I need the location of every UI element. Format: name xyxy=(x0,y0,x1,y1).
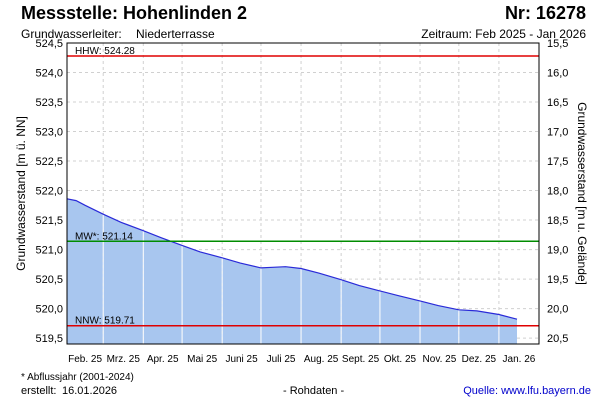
y-tick-label: 524,0 xyxy=(35,68,63,80)
y-right-tick-label: 16,0 xyxy=(547,68,568,80)
x-tick-label: Juli 25 xyxy=(267,354,296,365)
x-tick-label: Apr. 25 xyxy=(147,354,179,365)
created-label: erstellt: xyxy=(21,385,57,397)
y-tick-label: 520,5 xyxy=(35,274,63,286)
y-right-tick-label: 15,5 xyxy=(547,38,568,50)
y-right-tick-label: 18,0 xyxy=(547,186,568,198)
y-tick-label: 523,5 xyxy=(35,97,63,109)
y-tick-label: 524,5 xyxy=(35,38,63,50)
y-right-tick-label: 20,0 xyxy=(547,304,568,316)
y-right-tick-label: 20,5 xyxy=(547,333,568,345)
series-area xyxy=(67,198,517,344)
x-tick-label: Sept. 25 xyxy=(342,354,380,365)
created-date: 16.01.2026 xyxy=(62,385,118,397)
x-tick-label: Feb. 25 xyxy=(68,354,102,365)
mw-line-label: MW*: 521.14 xyxy=(75,231,133,242)
period-label: Zeitraum: Feb 2025 - Jan 2026 xyxy=(421,27,586,41)
aquifer-label: Grundwasserleiter: xyxy=(21,27,122,41)
plot-frame xyxy=(66,42,540,345)
chart-title: Messstelle: Hohenlinden 2 xyxy=(21,3,248,23)
y-right-tick-label: 18,5 xyxy=(547,215,568,227)
y-right-tick-label: 19,5 xyxy=(547,274,568,286)
y-right-tick-label: 17,0 xyxy=(547,127,568,139)
source-link[interactable]: Quelle: www.lfu.bayern.de xyxy=(463,385,591,397)
x-tick-label: Aug. 25 xyxy=(304,354,339,365)
hhw-line-label: HHW: 524.28 xyxy=(75,46,135,57)
y-tick-label: 521,5 xyxy=(35,215,63,227)
y-axis-label: Grundwasserstand [m ü. NN] xyxy=(14,116,28,271)
raw-data-note: - Rohdaten - xyxy=(283,385,345,397)
y-right-axis-label: Grundwasserstand [m u. Gelände] xyxy=(575,102,589,285)
y-tick-label: 519,5 xyxy=(35,333,63,345)
y-tick-label: 522,5 xyxy=(35,156,63,168)
x-tick-label: Mai 25 xyxy=(187,354,217,365)
series-line xyxy=(66,198,518,320)
x-tick-label: Jan. 26 xyxy=(503,354,536,365)
y-right-tick-label: 16,5 xyxy=(547,97,568,109)
y-right-tick-label: 17,5 xyxy=(547,156,568,168)
x-tick-label: Mrz. 25 xyxy=(107,354,141,365)
y-tick-label: 522,0 xyxy=(35,186,63,198)
x-tick-label: Dez. 25 xyxy=(462,354,497,365)
y-tick-label: 523,0 xyxy=(35,127,63,139)
x-tick-label: Nov. 25 xyxy=(423,354,457,365)
x-tick-label: Okt. 25 xyxy=(384,354,417,365)
footnote: * Abflussjahr (2001-2024) xyxy=(21,372,134,383)
aquifer-value: Niederterrasse xyxy=(136,27,215,41)
x-tick-label: Juni 25 xyxy=(225,354,258,365)
nnw-line-label: NNW: 519.71 xyxy=(75,316,135,327)
station-number: Nr: 16278 xyxy=(504,3,586,23)
y-tick-label: 520,0 xyxy=(35,304,63,316)
y-right-tick-label: 19,0 xyxy=(547,245,568,257)
y-tick-label: 521,0 xyxy=(35,245,63,257)
